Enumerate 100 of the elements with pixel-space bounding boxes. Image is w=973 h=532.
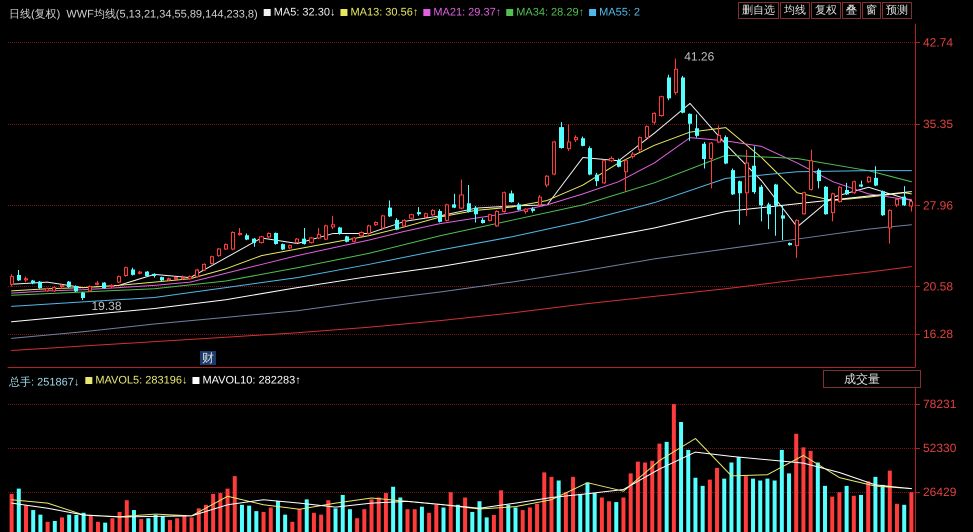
- candlestick: [488, 213, 492, 222]
- candlestick: [424, 212, 428, 219]
- candlestick: [152, 272, 156, 278]
- candlestick: [188, 274, 192, 280]
- candlestick: [895, 198, 899, 208]
- candlestick: [552, 140, 556, 176]
- candlestick: [24, 276, 28, 283]
- legend-label: MA21: 29.37↑: [433, 6, 502, 18]
- candlestick: [181, 274, 185, 280]
- candlestick: [81, 292, 85, 300]
- candlestick: [388, 200, 392, 218]
- candlestick: [831, 192, 835, 222]
- candlestick: [631, 151, 635, 160]
- annotation: 41.26: [684, 50, 715, 64]
- candlestick: [845, 182, 849, 196]
- candlestick: [352, 236, 356, 243]
- candlestick: [224, 242, 228, 251]
- candlestick: [681, 75, 685, 114]
- candlestick: [359, 230, 364, 238]
- y-tick-label: 52330: [923, 441, 957, 456]
- candlestick: [609, 156, 614, 162]
- line-series: [11, 266, 912, 351]
- candlestick: [495, 210, 499, 228]
- candlestick: [195, 268, 199, 278]
- candlestick: [759, 184, 763, 222]
- candlestick: [459, 179, 464, 210]
- candlestick: [767, 202, 771, 230]
- candlestick: [274, 232, 278, 246]
- candlestick: [45, 287, 49, 293]
- text: 成交量: [844, 372, 900, 386]
- candlestick: [881, 190, 885, 216]
- candlestick: [402, 218, 406, 228]
- candlestick: [381, 214, 385, 230]
- candlestick: [474, 205, 478, 224]
- candlestick: [545, 174, 549, 188]
- candlestick: [638, 136, 642, 152]
- candlestick: [131, 267, 135, 276]
- candlestick: [467, 184, 471, 214]
- y-tick-label: 16.28: [923, 327, 954, 342]
- candlestick: [695, 114, 699, 138]
- candlestick: [595, 172, 599, 187]
- candlestick: [431, 208, 435, 216]
- candlestick: [824, 186, 828, 216]
- text: 复权: [815, 4, 837, 16]
- candlestick: [95, 280, 99, 286]
- legend-label: MA34: 28.29↑: [516, 6, 584, 18]
- candlestick: [481, 218, 485, 224]
- candlestick: [688, 112, 692, 142]
- candlestick: [324, 224, 328, 241]
- candlestick: [731, 168, 735, 196]
- candlestick: [867, 176, 871, 184]
- candlestick: [902, 186, 906, 206]
- candlestick: [574, 134, 578, 143]
- candlestick: [888, 208, 892, 244]
- candlestick: [367, 224, 371, 236]
- legend-label: MA55: 2: [599, 6, 640, 18]
- candlestick: [438, 208, 442, 224]
- candlestick: [524, 208, 528, 214]
- text: 窗: [866, 4, 877, 16]
- candlestick: [517, 202, 521, 211]
- candlestick: [267, 232, 271, 238]
- candlestick: [317, 228, 321, 240]
- candlestick: [259, 235, 264, 244]
- y-tick-label: 35.35: [923, 116, 954, 131]
- candlestick: [852, 180, 856, 194]
- candlestick: [781, 204, 785, 241]
- candlestick: [674, 58, 678, 96]
- candlestick: [531, 206, 535, 214]
- chart-title: 总手: 251867↓: [8, 376, 80, 388]
- line-series: [11, 452, 912, 518]
- candlestick: [788, 242, 792, 246]
- candlestick: [202, 262, 206, 272]
- annotation: 财: [202, 351, 214, 365]
- candlestick: [302, 228, 306, 246]
- line-series: [11, 191, 912, 322]
- candlestick: [774, 183, 778, 236]
- candlestick: [538, 194, 542, 206]
- annotation: 19.38: [91, 298, 122, 313]
- y-tick-label: 26429: [923, 485, 957, 500]
- candlestick: [331, 215, 335, 230]
- candlestick: [295, 237, 299, 244]
- candlestick: [17, 269, 21, 282]
- candlestick: [509, 190, 514, 204]
- candlestick: [502, 191, 506, 214]
- y-tick-label: 27.96: [923, 198, 954, 212]
- candlestick: [409, 213, 414, 220]
- candlestick: [174, 276, 178, 280]
- y-tick-label: 20.58: [923, 280, 954, 294]
- candlestick: [667, 74, 671, 101]
- candlestick: [88, 284, 92, 293]
- candlestick: [210, 255, 214, 265]
- candlestick: [588, 146, 592, 176]
- candlestick: [745, 149, 749, 216]
- candlestick: [74, 284, 78, 293]
- candlestick: [724, 134, 728, 165]
- chart-title: 日线(复权): [9, 8, 60, 20]
- y-tick-label: 42.74: [923, 35, 954, 50]
- candlestick: [417, 206, 421, 216]
- candlestick: [617, 158, 621, 168]
- candlestick: [160, 276, 164, 282]
